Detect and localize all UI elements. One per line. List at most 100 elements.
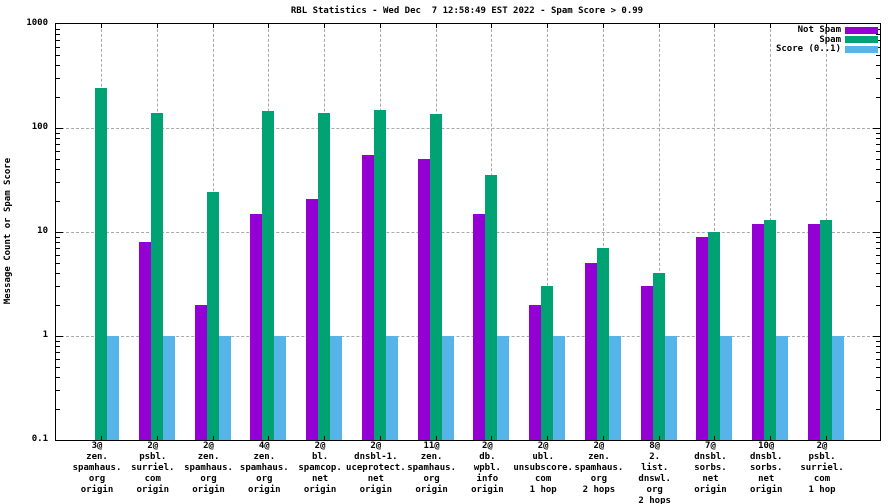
bar-not-spam <box>640 286 653 440</box>
bar-score-0-1- <box>218 336 231 440</box>
bar-score-0-1- <box>497 336 510 440</box>
y-tick <box>56 377 60 378</box>
x-tick <box>101 436 102 440</box>
x-tick <box>547 24 548 28</box>
y-tick <box>56 255 60 256</box>
x-category-label: 8@ 2. list. dnswl. org 2 hops <box>638 441 671 504</box>
y-tick <box>876 237 880 238</box>
y-tick <box>876 286 880 287</box>
y-tick <box>876 248 880 249</box>
bar-score-0-1- <box>441 336 454 440</box>
x-category-label: 2@ psbl. surriel. com 1 hop <box>800 441 844 495</box>
y-tick <box>876 409 880 410</box>
bar-not-spam <box>529 304 542 440</box>
x-category-label: 3@ zen. spamhaus. org origin <box>72 441 122 495</box>
v-gridline <box>547 24 549 440</box>
bar-not-spam <box>306 198 319 440</box>
y-tick <box>56 128 63 129</box>
bar-not-spam <box>584 263 597 440</box>
y-tick-label: 10 <box>37 226 48 236</box>
x-tick <box>101 24 102 28</box>
bar-not-spam <box>250 213 263 440</box>
bar-spam <box>318 113 331 440</box>
x-category-label: 4@ zen. spamhaus. org origin <box>239 441 289 495</box>
y-tick <box>876 34 880 35</box>
y-tick <box>56 47 60 48</box>
y-tick-label: 100 <box>31 122 48 132</box>
bar-not-spam <box>417 159 430 440</box>
y-tick <box>56 341 60 342</box>
bar-score-0-1- <box>664 336 677 440</box>
y-tick <box>876 242 880 243</box>
bar-score-0-1- <box>385 336 398 440</box>
y-tick-label: 1000 <box>26 18 48 28</box>
y-tick <box>56 34 60 35</box>
x-tick <box>826 436 827 440</box>
y-tick <box>876 341 880 342</box>
x-tick <box>157 436 158 440</box>
x-category-label: 10@ dnsbl. sorbs. net origin <box>749 441 783 495</box>
h-gridline <box>56 232 880 233</box>
y-tick <box>873 336 880 337</box>
x-tick <box>380 24 381 28</box>
bar-spam <box>373 109 386 440</box>
x-category-label: 2@ db. wpbl. info origin <box>471 441 504 495</box>
y-tick <box>876 390 880 391</box>
bar-spam <box>708 232 721 440</box>
x-tick <box>491 436 492 440</box>
y-tick <box>56 159 60 160</box>
bar-spam <box>764 220 777 440</box>
bar-not-spam <box>752 223 765 440</box>
h-gridline <box>56 336 880 337</box>
x-tick <box>826 24 827 28</box>
y-tick <box>56 144 60 145</box>
y-tick <box>876 65 880 66</box>
y-tick <box>876 29 880 30</box>
y-tick <box>56 40 60 41</box>
x-tick <box>436 436 437 440</box>
y-tick <box>876 367 880 368</box>
x-tick <box>603 24 604 28</box>
y-tick <box>876 138 880 139</box>
x-category-label: 2@ zen. spamhaus. org 2 hops <box>574 441 624 495</box>
bar-spam <box>652 273 665 440</box>
y-tick <box>876 133 880 134</box>
legend-label: Score (0..1) <box>775 44 841 54</box>
y-tick <box>56 55 60 56</box>
y-tick <box>56 352 60 353</box>
y-tick <box>56 390 60 391</box>
x-tick <box>659 436 660 440</box>
chart-title: RBL Statistics - Wed Dec 7 12:58:49 EST … <box>290 6 644 16</box>
bar-spam <box>541 286 554 440</box>
bar-spam <box>429 114 442 440</box>
y-tick <box>876 159 880 160</box>
x-category-label: 2@ ubl. unsubscore. com 1 hop <box>513 441 573 495</box>
y-tick <box>56 286 60 287</box>
y-tick <box>876 359 880 360</box>
y-tick <box>56 273 60 274</box>
legend-swatch <box>845 45 878 53</box>
bar-score-0-1- <box>776 336 789 440</box>
y-tick <box>56 367 60 368</box>
y-tick <box>876 255 880 256</box>
bar-score-0-1- <box>832 336 844 440</box>
x-tick <box>770 24 771 28</box>
bar-score-0-1- <box>274 336 287 440</box>
y-tick <box>56 409 60 410</box>
x-category-label: 2@ zen. spamhaus. org origin <box>184 441 233 495</box>
x-tick <box>324 24 325 28</box>
bar-spam <box>262 111 275 440</box>
y-tick <box>56 242 60 243</box>
y-tick <box>56 78 60 79</box>
plot-area <box>55 23 881 441</box>
y-tick <box>873 128 880 129</box>
x-category-label: 11@ zen. spamhaus. org origin <box>407 441 456 495</box>
bar-score-0-1- <box>330 336 343 440</box>
x-tick <box>157 24 158 28</box>
bar-spam <box>95 88 107 440</box>
x-tick <box>436 24 437 28</box>
v-gridline <box>658 24 660 440</box>
y-tick <box>873 232 880 233</box>
bar-not-spam <box>361 155 374 440</box>
x-tick <box>268 24 269 28</box>
